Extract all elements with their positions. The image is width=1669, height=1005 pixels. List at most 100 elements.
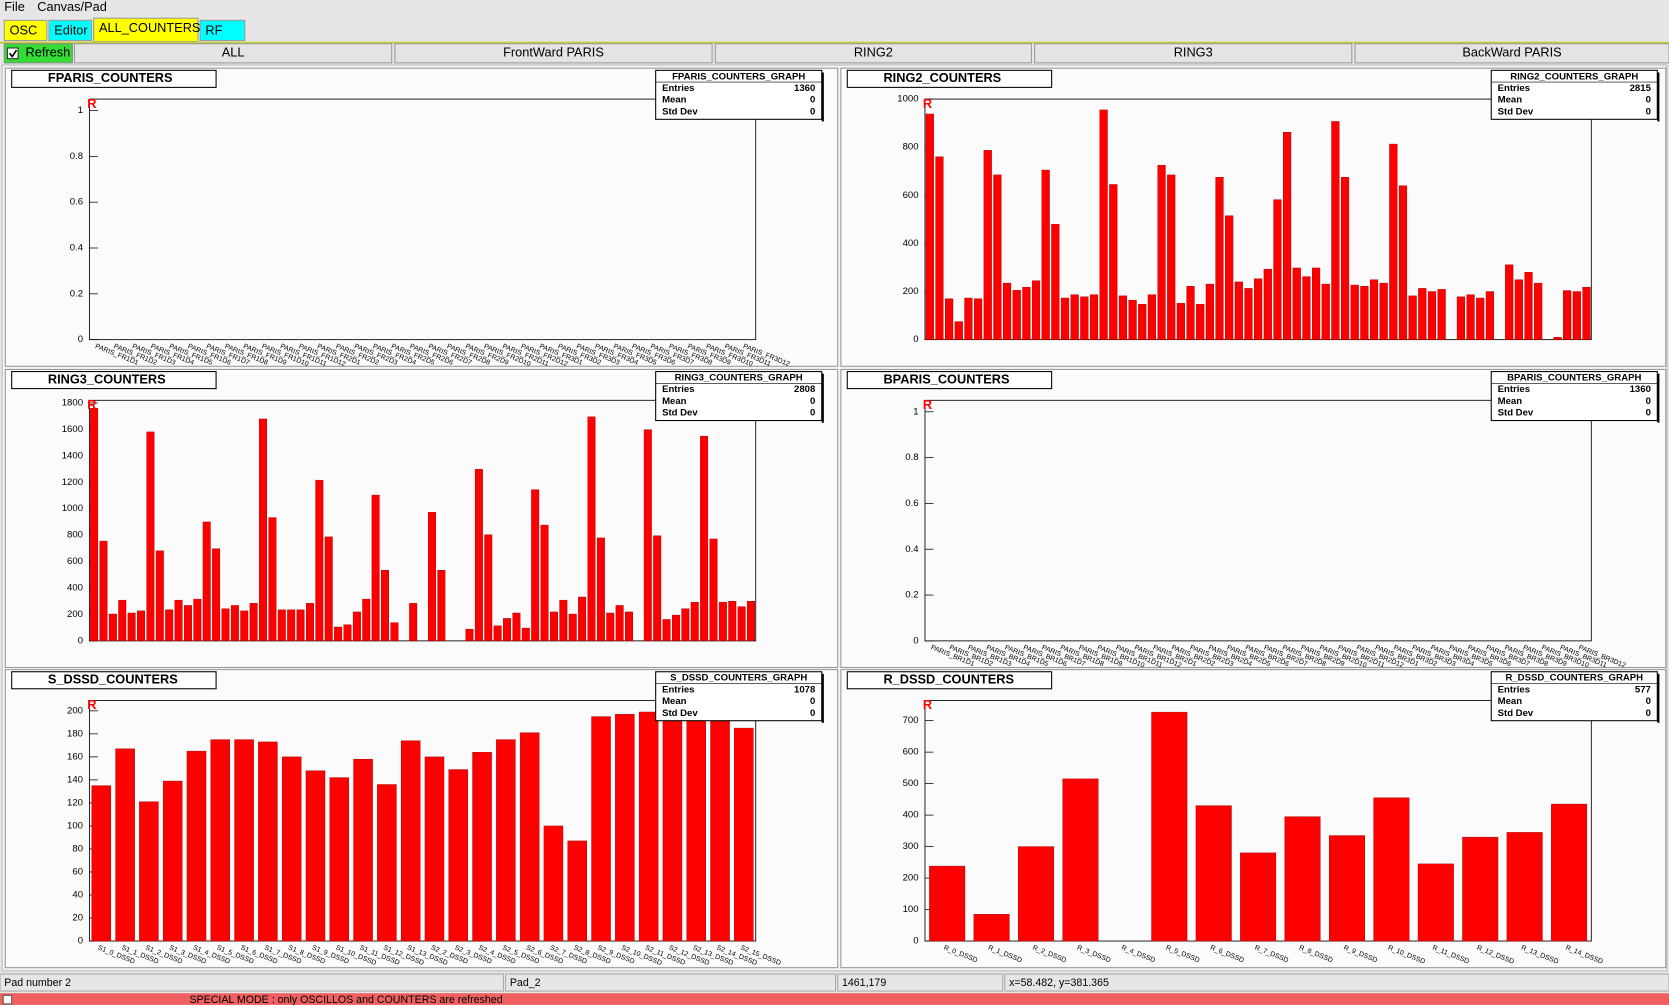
pad[interactable]: FPARIS_COUNTERS00.20.40.60.81PARIS_FR1D1… bbox=[4, 67, 839, 368]
bar bbox=[230, 605, 239, 642]
bar bbox=[371, 494, 380, 642]
pad-title: BPARIS_COUNTERS bbox=[883, 371, 1010, 386]
bar bbox=[1485, 291, 1494, 340]
bar bbox=[343, 624, 352, 642]
stats-box bbox=[655, 671, 823, 722]
refresh-checkbox[interactable] bbox=[6, 47, 19, 60]
toolbar-button[interactable] bbox=[714, 43, 1032, 64]
stats-label: Entries bbox=[662, 384, 694, 395]
y-tick-label: 160 bbox=[67, 751, 83, 762]
y-tick-label: 40 bbox=[72, 890, 83, 901]
bar bbox=[1128, 299, 1137, 340]
stats-shadow bbox=[1657, 72, 1660, 122]
bar bbox=[296, 609, 305, 642]
pad[interactable]: S_DSSD_COUNTERS 0 20 40 60 80 100 120 140 160 180 2… bbox=[4, 669, 839, 969]
toolbar-button-label[interactable]: BackWard PARIS bbox=[1462, 45, 1561, 60]
bar bbox=[1302, 276, 1311, 340]
tab-label[interactable]: RF bbox=[205, 22, 222, 37]
toolbar-button-label[interactable]: ALL bbox=[222, 45, 245, 60]
y-tick-label: 1000 bbox=[897, 94, 918, 105]
pad[interactable]: RING2_COUNTERS 0 200 400 600 800 1000 R RING2_CO… bbox=[840, 67, 1667, 367]
bar bbox=[472, 752, 492, 942]
tab-label[interactable]: OSC bbox=[10, 22, 38, 37]
bar bbox=[115, 748, 135, 942]
bar bbox=[91, 785, 112, 942]
pad-title-box bbox=[11, 671, 217, 690]
y-tick-label: 1 bbox=[913, 406, 918, 417]
bar bbox=[409, 603, 418, 642]
pad-title: RING3_COUNTERS bbox=[48, 371, 166, 386]
pad-title-box bbox=[846, 69, 1053, 88]
toolbar-button-label[interactable]: RING3 bbox=[1174, 45, 1213, 60]
bar bbox=[1109, 184, 1118, 340]
stats-shadow bbox=[821, 72, 824, 122]
y-tick-label: 0 bbox=[913, 334, 918, 345]
bar bbox=[353, 758, 373, 942]
stats-value: 0 bbox=[810, 95, 815, 106]
bar bbox=[277, 609, 286, 642]
tab-label[interactable]: Editor bbox=[54, 22, 88, 37]
bar bbox=[465, 628, 474, 642]
bar bbox=[954, 321, 963, 340]
bar bbox=[155, 550, 164, 642]
bar bbox=[1022, 286, 1031, 340]
menu-item[interactable]: File bbox=[4, 0, 25, 14]
y-tick-label: 1800 bbox=[62, 397, 83, 408]
tab-label[interactable]: ALL_COUNTERS bbox=[99, 20, 200, 35]
bar bbox=[686, 715, 706, 942]
toolbar-button[interactable] bbox=[73, 43, 393, 64]
bar bbox=[1089, 294, 1099, 340]
y-tick-label: 0.6 bbox=[905, 498, 918, 509]
pad[interactable]: RING3_COUNTERS 0 200 400 600 800 1000 1200 1400 1… bbox=[4, 368, 839, 669]
tab[interactable] bbox=[3, 19, 48, 42]
bar bbox=[662, 619, 671, 642]
bar bbox=[1215, 177, 1224, 340]
bar bbox=[1572, 291, 1581, 340]
plot-frame bbox=[88, 98, 757, 341]
bar bbox=[1524, 272, 1533, 340]
toolbar-button[interactable] bbox=[394, 43, 713, 64]
y-tick-label: 200 bbox=[67, 609, 83, 620]
bar bbox=[1417, 863, 1454, 942]
stats-title: S_DSSD_COUNTERS_GRAPH bbox=[670, 673, 807, 684]
bar bbox=[474, 469, 483, 642]
menu-item[interactable]: Canvas/Pad bbox=[37, 0, 107, 14]
pad-title: RING2_COUNTERS bbox=[883, 70, 1001, 85]
stats-value: 0 bbox=[810, 408, 815, 419]
stats-label: Mean bbox=[1498, 396, 1523, 407]
pad[interactable]: BPARIS_COUNTERS00.20.40.60.81PARIS_BR1D1… bbox=[840, 368, 1667, 670]
bar bbox=[1205, 283, 1214, 340]
bar bbox=[1408, 295, 1417, 340]
status-cell bbox=[1004, 973, 1669, 992]
stats-title: RING2_COUNTERS_GRAPH bbox=[1510, 71, 1638, 82]
tab[interactable] bbox=[199, 19, 246, 42]
toolbar-button-label[interactable]: FrontWard PARIS bbox=[503, 45, 604, 60]
bar bbox=[202, 521, 211, 642]
message-checkbox[interactable] bbox=[2, 994, 13, 1005]
refresh-label[interactable]: Refresh bbox=[26, 45, 71, 60]
bar bbox=[1369, 279, 1379, 340]
stats-value: 2815 bbox=[1630, 83, 1652, 94]
status-text: 1461,179 bbox=[842, 977, 886, 989]
y-tick-label: 120 bbox=[67, 797, 83, 808]
toolbar-button[interactable] bbox=[1034, 43, 1353, 64]
bar bbox=[139, 801, 159, 942]
bar bbox=[1379, 282, 1388, 340]
bar bbox=[362, 598, 371, 642]
toolbar-button[interactable] bbox=[1354, 43, 1669, 64]
tab[interactable] bbox=[48, 19, 93, 42]
bar bbox=[1331, 121, 1340, 340]
bar bbox=[1312, 267, 1321, 340]
bar bbox=[734, 727, 754, 942]
y-tick-label: 0 bbox=[78, 635, 83, 646]
pad-title: S_DSSD_COUNTERS bbox=[48, 672, 178, 687]
y-tick-label: 1600 bbox=[62, 424, 83, 435]
refresh-toggle[interactable] bbox=[3, 43, 73, 64]
bar bbox=[240, 610, 249, 642]
menu-bar: File Canvas/Pad bbox=[4, 0, 107, 14]
tab-underline bbox=[0, 41, 1669, 44]
toolbar-button-label[interactable]: RING2 bbox=[854, 45, 893, 60]
bar bbox=[540, 524, 549, 642]
pad[interactable]: R_DSSD_COUNTERS0100200300400500600700R_0… bbox=[840, 669, 1667, 969]
bar bbox=[1118, 295, 1128, 340]
